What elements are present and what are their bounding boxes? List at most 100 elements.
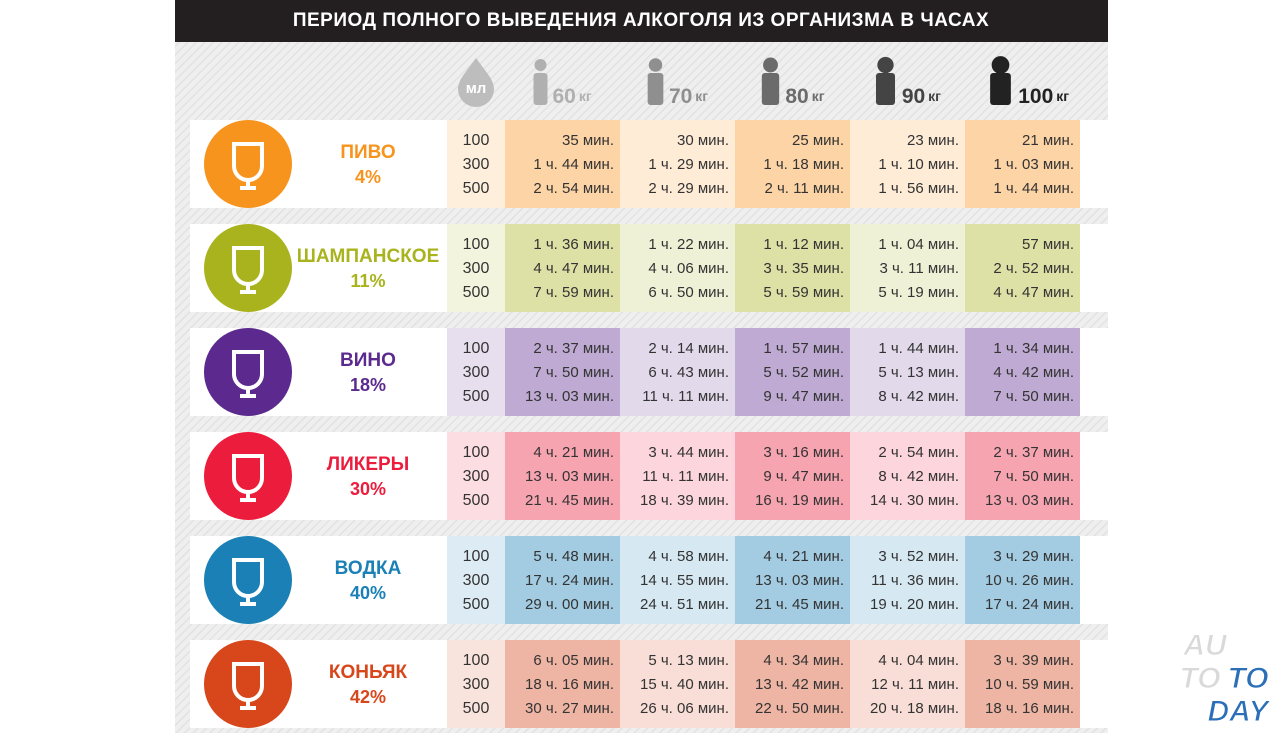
volume: 500 — [463, 700, 490, 717]
volume: 100 — [463, 340, 490, 357]
time-value: 9 ч. 47 мин. — [763, 388, 844, 405]
time-cell — [505, 640, 620, 728]
weight-unit: кг — [695, 88, 708, 104]
time-value: 30 мин. — [677, 132, 729, 149]
time-value: 19 ч. 20 мин. — [870, 596, 959, 613]
row-background — [190, 536, 1108, 624]
time-value: 26 ч. 06 мин. — [640, 700, 729, 717]
volume: 300 — [463, 364, 490, 381]
volume: 300 — [463, 572, 490, 589]
time-value: 21 ч. 45 мин. — [525, 492, 614, 509]
drink-name: ВОДКА — [335, 558, 402, 579]
time-value: 5 ч. 59 мин. — [763, 284, 844, 301]
time-value: 1 ч. 12 мин. — [763, 236, 844, 253]
volume-cell — [447, 432, 505, 520]
time-value: 1 ч. 04 мин. — [878, 236, 959, 253]
time-value: 21 мин. — [1022, 132, 1074, 149]
volume: 100 — [463, 132, 490, 149]
volume-cell — [447, 120, 505, 208]
time-value: 1 ч. 10 мин. — [878, 156, 959, 173]
drink-name: ЛИКЕРЫ — [327, 454, 410, 475]
drink-strength: 18% — [350, 375, 386, 395]
drink-strength: 4% — [355, 167, 381, 187]
time-value: 35 мин. — [562, 132, 614, 149]
time-value: 22 ч. 50 мин. — [755, 700, 844, 717]
time-value: 1 ч. 44 мин. — [878, 340, 959, 357]
time-cell — [505, 120, 620, 208]
drink-strength: 42% — [350, 687, 386, 707]
person-icon — [763, 57, 778, 73]
drink-glyph — [232, 246, 264, 294]
weight-value: 90 — [902, 85, 925, 108]
time-value: 4 ч. 58 мин. — [648, 548, 729, 565]
weight-value: 70 — [669, 85, 692, 108]
row-background — [190, 224, 1108, 312]
time-value: 1 ч. 34 мин. — [993, 340, 1074, 357]
time-value: 13 ч. 03 мин. — [525, 468, 614, 485]
title-bar — [175, 0, 1108, 42]
time-value: 11 ч. 11 мин. — [642, 468, 729, 485]
time-value: 11 ч. 11 мин. — [642, 388, 729, 405]
volume: 300 — [463, 676, 490, 693]
volume-cell — [447, 328, 505, 416]
time-cell — [735, 328, 850, 416]
row-background — [190, 432, 1108, 520]
time-cell — [965, 640, 1080, 728]
volume: 300 — [463, 156, 490, 173]
time-value: 2 ч. 29 мин. — [648, 180, 729, 197]
weight-unit: кг — [928, 88, 941, 104]
time-value: 2 ч. 54 мин. — [533, 180, 614, 197]
time-value: 21 ч. 45 мин. — [755, 596, 844, 613]
volume: 500 — [463, 180, 490, 197]
time-cell — [850, 328, 965, 416]
drink-strength: 30% — [350, 479, 386, 499]
time-cell — [850, 536, 965, 624]
person-icon — [875, 73, 896, 105]
time-cell — [620, 120, 735, 208]
time-cell — [850, 224, 965, 312]
drink-strength: 40% — [350, 583, 386, 603]
weight-unit: кг — [1056, 88, 1069, 104]
time-value: 20 ч. 18 мин. — [870, 700, 959, 717]
time-value: 15 ч. 40 мин. — [640, 676, 729, 693]
time-value: 24 ч. 51 мин. — [640, 596, 729, 613]
time-value: 1 ч. 57 мин. — [763, 340, 844, 357]
time-value: 1 ч. 44 мин. — [993, 180, 1074, 197]
volume-cell — [447, 536, 505, 624]
time-cell — [505, 536, 620, 624]
weight-label: 70 кг — [669, 85, 708, 108]
volume: 500 — [463, 492, 490, 509]
time-value: 14 ч. 55 мин. — [640, 572, 729, 589]
volume: 100 — [463, 444, 490, 461]
time-cell — [850, 432, 965, 520]
time-value: 13 ч. 03 мин. — [755, 572, 844, 589]
time-cell — [735, 640, 850, 728]
drink-icon — [204, 432, 292, 520]
volume-cell — [447, 224, 505, 312]
time-value: 11 ч. 36 мин. — [871, 572, 959, 589]
time-value: 2 ч. 11 мин. — [764, 180, 844, 197]
time-value: 7 ч. 59 мин. — [533, 284, 614, 301]
time-value: 4 ч. 21 мин. — [533, 444, 614, 461]
time-cell — [620, 536, 735, 624]
time-value: 7 ч. 50 мин. — [993, 468, 1074, 485]
time-value: 17 ч. 24 мин. — [525, 572, 614, 589]
time-cell — [620, 328, 735, 416]
time-value: 6 ч. 50 мин. — [648, 284, 729, 301]
time-value: 13 ч. 03 мин. — [525, 388, 614, 405]
person-icon — [533, 73, 548, 105]
watermark: AU — [1182, 629, 1228, 662]
time-value: 4 ч. 47 мин. — [993, 284, 1074, 301]
time-cell — [965, 536, 1080, 624]
time-cell — [965, 120, 1080, 208]
time-value: 4 ч. 04 мин. — [878, 652, 959, 669]
time-cell — [850, 120, 965, 208]
weight-unit: кг — [812, 88, 825, 104]
volume: 300 — [463, 468, 490, 485]
time-value: 6 ч. 43 мин. — [648, 364, 729, 381]
time-value: 3 ч. 35 мин. — [763, 260, 844, 277]
drink-icon — [204, 224, 292, 312]
time-value: 18 ч. 16 мин. — [525, 676, 614, 693]
volume: 100 — [463, 548, 490, 565]
